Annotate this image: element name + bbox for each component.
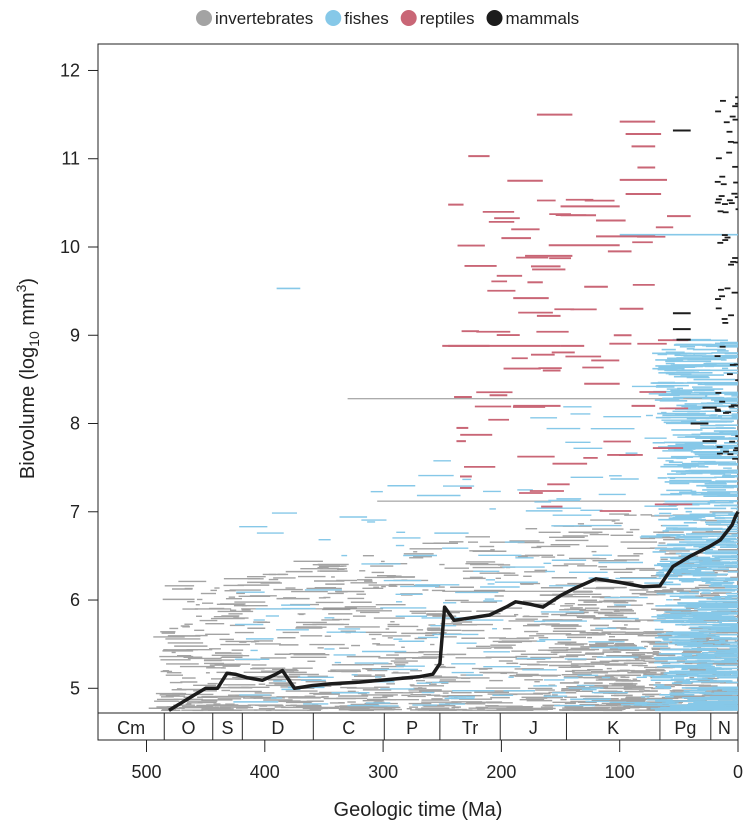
legend-marker (400, 10, 417, 26)
period-label: Cm (117, 718, 145, 738)
period-label: J (529, 718, 538, 738)
legend-marker (196, 10, 212, 26)
y-axis-label: Biovolume (log10 mm3) (13, 278, 42, 479)
x-axis-label: Geologic time (Ma) (334, 799, 503, 821)
y-axis-label-unit: mm (17, 292, 39, 331)
y-tick-label: 10 (60, 237, 80, 257)
legend-item: fishes (325, 9, 389, 28)
legend-item: reptiles (400, 9, 475, 28)
period-label: O (181, 718, 195, 738)
legend-item: mammals (486, 9, 580, 28)
y-axis-label-close: ) (17, 278, 39, 285)
y-tick-label: 7 (70, 502, 80, 522)
legend: invertebrates fishes reptiles mammals (196, 9, 579, 28)
period-label: P (406, 718, 418, 738)
x-axis: 500 400 300 200 100 0 (131, 740, 743, 782)
y-tick-label: 6 (70, 590, 80, 610)
period-label: K (607, 718, 619, 738)
x-tick-label: 200 (486, 762, 516, 782)
y-axis-label-sup: 3 (13, 284, 29, 292)
y-axis-label-main: Biovolume (log (17, 347, 39, 479)
y-tick-label: 12 (60, 60, 80, 80)
y-tick-label: 8 (70, 414, 80, 434)
legend-label: invertebrates (215, 9, 313, 28)
mean-biovolume-layer (168, 510, 740, 712)
y-axis: 5 6 7 8 9 10 11 12 (60, 60, 98, 698)
x-tick-label: 500 (131, 762, 161, 782)
period-label: C (342, 718, 355, 738)
legend-marker (486, 10, 503, 26)
period-label: N (718, 718, 731, 738)
x-tick-label: 300 (368, 762, 398, 782)
legend-label: fishes (344, 9, 388, 28)
taxa-range-segments (148, 96, 738, 712)
x-tick-label: 400 (250, 762, 280, 782)
legend-label: mammals (506, 9, 580, 28)
period-strip: Cm O S D C P Tr J K Pg N (97, 712, 739, 741)
period-label: Pg (674, 718, 696, 738)
x-tick-label: 0 (733, 762, 743, 782)
period-label: S (222, 718, 234, 738)
y-tick-label: 5 (70, 678, 80, 698)
y-axis-label-sub: 10 (26, 331, 42, 347)
legend-label: reptiles (420, 9, 475, 28)
x-tick-label: 100 (605, 762, 635, 782)
y-tick-label: 9 (70, 325, 80, 345)
period-label: D (271, 718, 284, 738)
legend-marker (325, 10, 342, 26)
period-label: Tr (462, 718, 478, 738)
mean-biovolume-line (168, 510, 740, 712)
legend-item: invertebrates (196, 9, 313, 28)
y-tick-label: 11 (61, 149, 80, 169)
